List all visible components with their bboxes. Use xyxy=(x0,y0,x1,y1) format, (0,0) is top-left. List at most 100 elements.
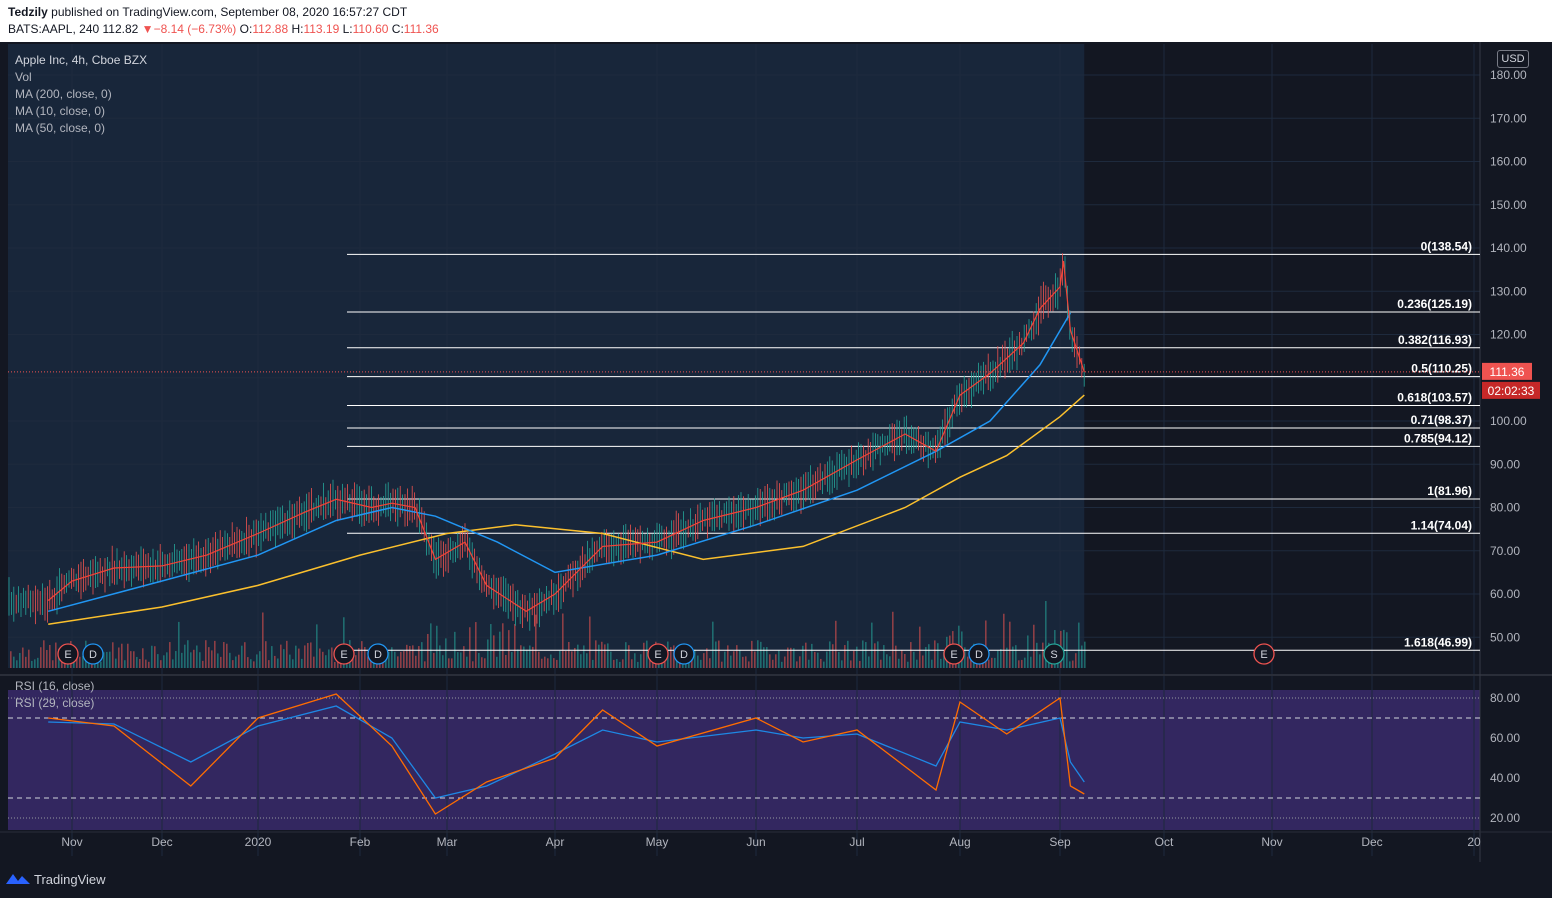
volume-bar xyxy=(712,621,714,668)
volume-bar xyxy=(805,642,807,668)
open-value: 112.88 xyxy=(252,22,289,36)
volume-bar xyxy=(1027,635,1029,668)
volume-bar xyxy=(1021,659,1023,668)
history-area xyxy=(8,44,1085,668)
volume-bar xyxy=(103,652,105,668)
volume-bar xyxy=(415,655,417,668)
volume-bar xyxy=(187,640,189,668)
brand-name: TradingView xyxy=(34,872,106,887)
price-chart[interactable]: 0(138.54) 0.236(125.19) 0.382(116.93) 0.5(1… xyxy=(0,42,1552,862)
time-tick-label: Jul xyxy=(849,835,864,849)
volume-bar xyxy=(472,661,474,668)
volume-bar xyxy=(865,642,867,668)
volume-bar xyxy=(199,652,201,668)
volume-bar xyxy=(307,642,309,668)
time-tick-label: Dec xyxy=(1361,835,1382,849)
volume-bar xyxy=(892,611,894,668)
volume-bar xyxy=(475,622,477,668)
volume-bar xyxy=(826,651,828,668)
event-letter: D xyxy=(975,649,983,661)
legend-ma10[interactable]: MA (10, close, 0) xyxy=(15,104,106,118)
volume-bar xyxy=(817,652,819,668)
volume-bar xyxy=(829,641,831,668)
legend-vol[interactable]: Vol xyxy=(15,70,32,84)
volume-bar xyxy=(451,658,453,668)
volume-bar xyxy=(748,661,750,668)
volume-bar xyxy=(487,639,489,668)
volume-bar xyxy=(40,647,42,668)
volume-bar xyxy=(241,645,243,668)
volume-bar xyxy=(634,653,636,668)
volume-bar xyxy=(760,641,762,668)
volume-bar xyxy=(925,647,927,668)
volume-bar xyxy=(787,647,789,668)
volume-bar xyxy=(910,642,912,668)
publisher-name[interactable]: Tedzily xyxy=(8,5,48,19)
volume-bar xyxy=(250,659,252,668)
volume-bar xyxy=(484,658,486,668)
legend-ma200[interactable]: MA (200, close, 0) xyxy=(15,87,112,101)
volume-bar xyxy=(370,660,372,668)
time-tick-label: May xyxy=(646,835,669,849)
volume-bar xyxy=(742,656,744,668)
event-e-icon xyxy=(943,643,965,665)
volume-bar xyxy=(868,656,870,668)
volume-bar xyxy=(730,655,732,668)
volume-bar xyxy=(913,651,915,668)
volume-bar xyxy=(418,646,420,668)
volume-bar xyxy=(904,653,906,668)
volume-bar xyxy=(994,657,996,668)
time-tick-label: Apr xyxy=(546,835,565,849)
volume-bar xyxy=(607,643,609,668)
volume-bar xyxy=(1078,622,1080,668)
volume-bar xyxy=(223,642,225,668)
legend-rsi16[interactable]: RSI (16, close) xyxy=(15,679,95,693)
volume-bar xyxy=(406,644,408,668)
volume-bar xyxy=(31,660,33,668)
volume-bar xyxy=(1000,649,1002,668)
volume-bar xyxy=(130,651,132,668)
volume-bar xyxy=(154,646,156,668)
volume-bar xyxy=(433,652,435,668)
volume-bar xyxy=(205,640,207,668)
legend-ma50[interactable]: MA (50, close, 0) xyxy=(15,121,106,135)
volume-bar xyxy=(265,641,267,668)
event-letter: E xyxy=(950,649,957,661)
volume-bar xyxy=(1030,656,1032,668)
volume-bar xyxy=(616,659,618,668)
volume-bar xyxy=(1012,646,1014,668)
volume-bar xyxy=(442,655,444,668)
volume-bar xyxy=(271,646,273,668)
volume-bar xyxy=(736,645,738,668)
volume-bar xyxy=(559,650,561,668)
volume-bar xyxy=(229,652,231,668)
volume-bar xyxy=(694,649,696,668)
volume-bar xyxy=(496,656,498,668)
volume-bar xyxy=(274,655,276,668)
legend-title[interactable]: Apple Inc, 4h, Cboe BZX xyxy=(15,53,148,67)
volume-bar xyxy=(226,643,228,668)
volume-bar xyxy=(574,647,576,668)
event-d-icon xyxy=(367,643,389,665)
volume-bar xyxy=(535,614,537,668)
volume-bar xyxy=(859,660,861,668)
volume-bar xyxy=(466,656,468,668)
volume-bar xyxy=(802,645,804,668)
volume-bar xyxy=(556,659,558,668)
volume-bar xyxy=(577,644,579,668)
volume-bar xyxy=(643,642,645,668)
last-price-label: 111.36 xyxy=(1490,365,1525,379)
high-value: 113.19 xyxy=(303,22,340,36)
volume-bar xyxy=(1075,653,1077,668)
event-letter: E xyxy=(64,649,71,661)
price-tick-label: 140.00 xyxy=(1490,241,1527,255)
volume-bar xyxy=(304,645,306,668)
event-letter: D xyxy=(680,649,688,661)
currency-badge[interactable]: USD xyxy=(1497,50,1529,68)
volume-bar xyxy=(706,648,708,668)
open-label: O: xyxy=(239,22,253,36)
legend-rsi29[interactable]: RSI (29, close) xyxy=(15,696,95,710)
volume-bar xyxy=(13,656,15,668)
fib-label-1-14: 1.14(74.04) xyxy=(1411,518,1472,532)
volume-bar xyxy=(733,651,735,668)
